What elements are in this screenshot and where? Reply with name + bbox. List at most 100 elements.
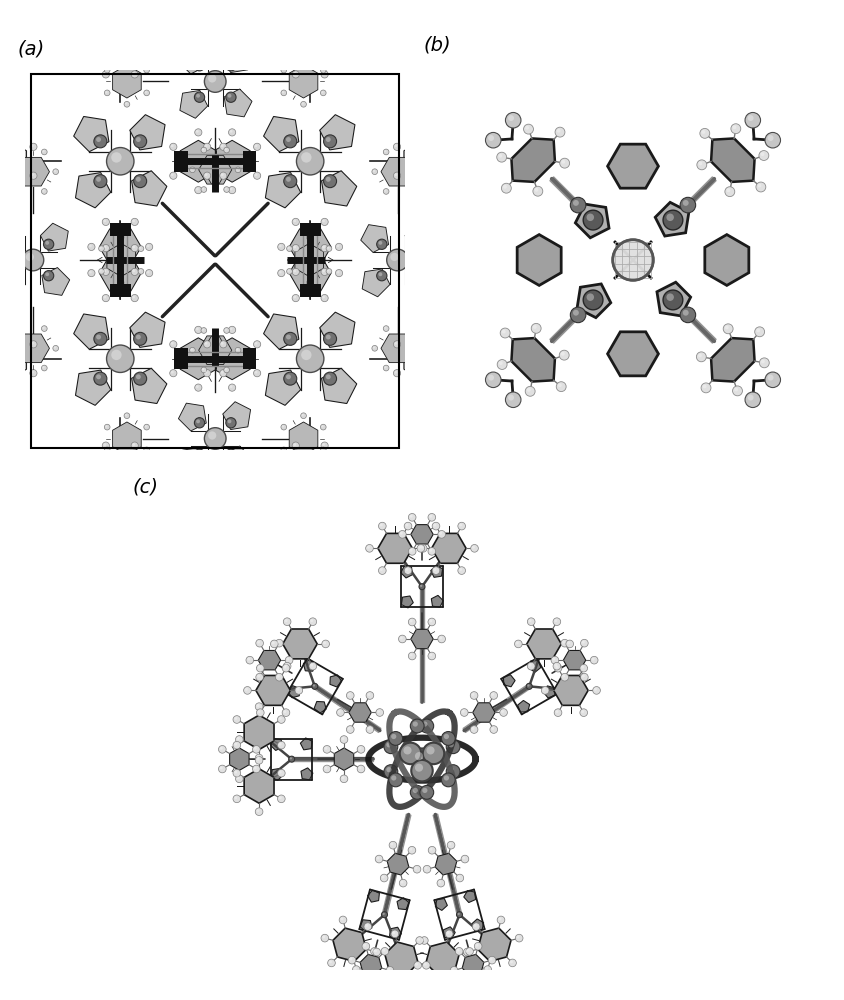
Polygon shape xyxy=(303,660,316,671)
Circle shape xyxy=(221,342,224,345)
Circle shape xyxy=(461,709,468,716)
Circle shape xyxy=(756,182,766,192)
Circle shape xyxy=(321,244,328,252)
Circle shape xyxy=(125,459,127,462)
Circle shape xyxy=(457,913,460,915)
Circle shape xyxy=(306,234,312,240)
Circle shape xyxy=(327,247,329,249)
Circle shape xyxy=(294,296,296,298)
Circle shape xyxy=(376,271,387,281)
Circle shape xyxy=(680,197,695,213)
Circle shape xyxy=(105,424,110,430)
Circle shape xyxy=(727,188,730,192)
Circle shape xyxy=(555,664,562,672)
Circle shape xyxy=(324,747,327,750)
Circle shape xyxy=(226,418,236,428)
Circle shape xyxy=(125,57,127,59)
Polygon shape xyxy=(544,686,555,698)
Circle shape xyxy=(497,916,505,924)
Polygon shape xyxy=(178,403,206,431)
Circle shape xyxy=(102,492,110,499)
Circle shape xyxy=(313,684,315,687)
Circle shape xyxy=(430,549,432,552)
Circle shape xyxy=(733,386,743,396)
Circle shape xyxy=(284,175,297,188)
Polygon shape xyxy=(472,919,484,931)
Circle shape xyxy=(448,742,454,747)
Polygon shape xyxy=(198,155,232,184)
FancyBboxPatch shape xyxy=(300,223,321,236)
Circle shape xyxy=(525,386,535,396)
Polygon shape xyxy=(517,235,561,285)
Polygon shape xyxy=(16,334,50,363)
Circle shape xyxy=(348,956,356,964)
Circle shape xyxy=(300,56,306,62)
Polygon shape xyxy=(402,596,414,608)
Circle shape xyxy=(483,234,489,240)
Circle shape xyxy=(504,270,506,272)
Circle shape xyxy=(228,419,231,423)
Circle shape xyxy=(125,102,127,105)
Circle shape xyxy=(88,467,95,474)
Circle shape xyxy=(147,47,149,50)
Circle shape xyxy=(294,72,296,75)
Circle shape xyxy=(409,848,413,851)
Circle shape xyxy=(245,688,248,691)
Circle shape xyxy=(224,367,230,373)
Circle shape xyxy=(287,269,292,274)
Circle shape xyxy=(202,11,204,13)
Polygon shape xyxy=(463,954,484,976)
Circle shape xyxy=(301,459,304,462)
Circle shape xyxy=(353,966,360,973)
Circle shape xyxy=(133,443,135,446)
Circle shape xyxy=(467,949,470,952)
Circle shape xyxy=(419,326,425,333)
Circle shape xyxy=(205,144,208,147)
Circle shape xyxy=(196,94,200,98)
Circle shape xyxy=(284,662,291,670)
Circle shape xyxy=(42,327,45,329)
Polygon shape xyxy=(527,629,561,659)
Circle shape xyxy=(491,727,494,730)
Polygon shape xyxy=(0,269,25,297)
Polygon shape xyxy=(404,140,440,182)
Polygon shape xyxy=(132,171,167,206)
Circle shape xyxy=(143,424,149,430)
Circle shape xyxy=(484,281,486,283)
Circle shape xyxy=(503,246,508,251)
Circle shape xyxy=(292,244,300,252)
Polygon shape xyxy=(608,144,658,188)
Circle shape xyxy=(463,246,469,251)
Circle shape xyxy=(509,959,517,967)
Polygon shape xyxy=(360,920,372,932)
Circle shape xyxy=(282,709,289,716)
Circle shape xyxy=(278,46,285,53)
Circle shape xyxy=(6,385,8,388)
Circle shape xyxy=(458,974,461,977)
Circle shape xyxy=(420,937,428,944)
Circle shape xyxy=(372,169,377,175)
Circle shape xyxy=(484,966,491,973)
Circle shape xyxy=(311,619,313,622)
Circle shape xyxy=(387,249,408,271)
Circle shape xyxy=(366,692,374,699)
Circle shape xyxy=(253,172,261,179)
Circle shape xyxy=(411,748,433,770)
Circle shape xyxy=(106,345,134,372)
Circle shape xyxy=(457,949,459,952)
Polygon shape xyxy=(436,853,457,875)
Circle shape xyxy=(376,857,380,859)
Circle shape xyxy=(581,673,588,681)
Polygon shape xyxy=(431,533,466,563)
Polygon shape xyxy=(405,223,433,251)
Circle shape xyxy=(497,360,507,369)
Circle shape xyxy=(19,150,22,152)
Polygon shape xyxy=(511,138,555,182)
Circle shape xyxy=(225,11,227,13)
Circle shape xyxy=(407,150,409,152)
Circle shape xyxy=(392,931,395,934)
Circle shape xyxy=(378,567,387,574)
Circle shape xyxy=(446,930,453,938)
Polygon shape xyxy=(258,650,281,670)
Polygon shape xyxy=(180,90,208,118)
